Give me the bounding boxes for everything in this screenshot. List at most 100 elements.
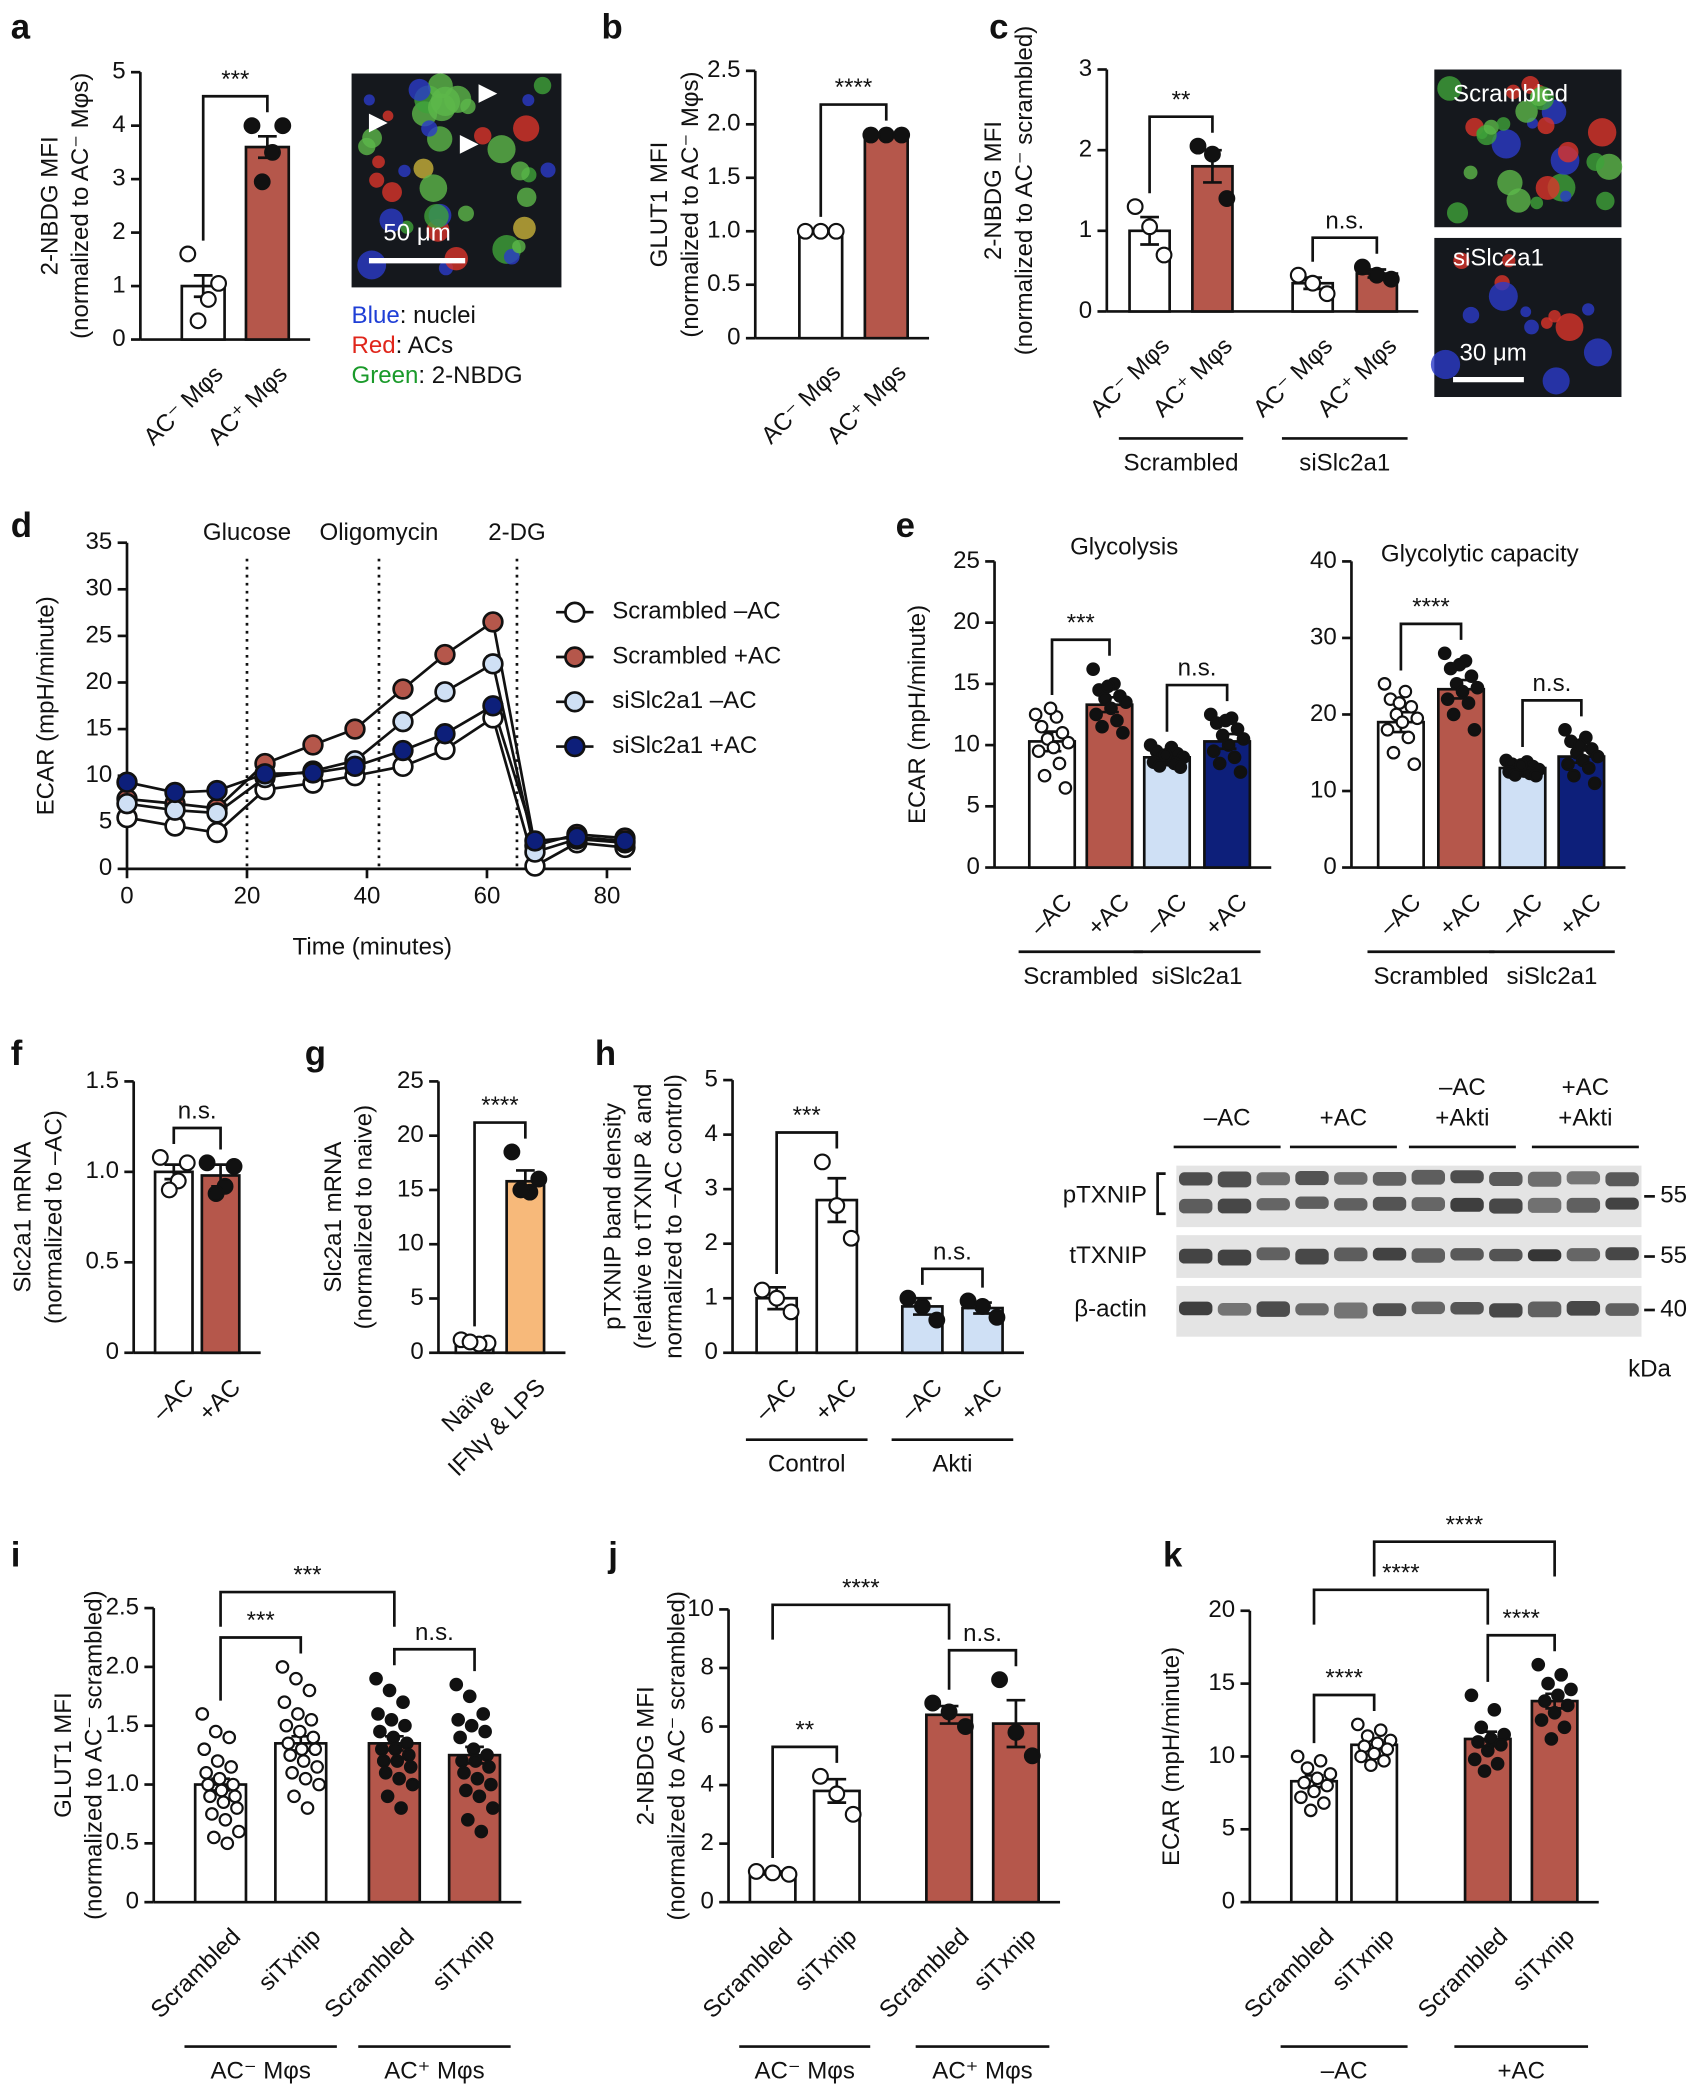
data-point — [482, 653, 504, 675]
y-tick-label: 0 — [1222, 1888, 1235, 1915]
x-tick-label: Scrambled — [146, 1923, 246, 2023]
data-point — [206, 821, 228, 844]
cell — [362, 128, 382, 148]
data-point — [959, 1292, 977, 1310]
cell — [1502, 253, 1516, 268]
data-point — [1323, 1767, 1338, 1781]
data-point — [828, 1197, 846, 1214]
blot-strip — [1176, 1285, 1642, 1337]
data-point — [1318, 285, 1336, 303]
y-tick-label: 0 — [106, 1338, 119, 1365]
y-tick-label: 1 — [1079, 216, 1092, 243]
data-point — [1464, 1688, 1479, 1703]
cell — [1491, 129, 1521, 159]
blot-band — [1566, 1171, 1601, 1185]
y-tick-label: 10 — [1310, 776, 1337, 803]
cell — [522, 94, 535, 107]
data-point — [1410, 711, 1425, 726]
x-tick-label: +AC — [1554, 889, 1607, 942]
data-point — [1290, 1749, 1305, 1764]
data-point — [1236, 732, 1251, 746]
y-axis-label: Slc2a1 mRNA — [10, 1142, 37, 1293]
significance-label: n.s. — [415, 1619, 454, 1646]
cell — [427, 73, 453, 99]
y-axis-label: normalized to –AC control) — [661, 1074, 688, 1359]
legend-word: Green — [352, 362, 419, 389]
data-point — [1126, 198, 1144, 216]
y-tick-label: 0 — [1079, 297, 1092, 324]
data-point — [304, 1713, 319, 1727]
y-tick-label: 3 — [112, 164, 125, 191]
group-label: Scrambled — [1374, 963, 1489, 990]
data-point — [1380, 1742, 1395, 1756]
panel-letter: j — [607, 1536, 618, 1574]
x-tick-label: +AC — [1434, 889, 1487, 942]
cell — [474, 127, 492, 145]
group-label: siSlc2a1 — [1299, 450, 1390, 477]
kda-label: 55 — [1660, 1182, 1687, 1209]
data-point — [455, 1754, 469, 1768]
data-point — [1567, 768, 1581, 783]
series-line — [126, 703, 626, 843]
image-legend: Green: 2-NBDG — [352, 362, 523, 389]
data-point — [380, 1789, 395, 1804]
y-tick-label: 1 — [704, 1284, 717, 1311]
data-point — [1310, 1771, 1325, 1786]
data-point — [344, 718, 366, 740]
kda-label: 40 — [1660, 1295, 1687, 1322]
data-point — [1294, 1790, 1308, 1805]
data-point — [524, 830, 546, 852]
cell — [1535, 175, 1560, 200]
data-point — [1404, 700, 1419, 714]
significance-label: n.s. — [1178, 655, 1217, 682]
data-point — [1317, 1796, 1331, 1810]
data-point — [274, 117, 292, 135]
y-axis-label: ECAR (mpH/minute) — [904, 605, 931, 824]
y-tick-label: 8 — [700, 1653, 713, 1680]
y-tick-label: 20 — [86, 668, 113, 695]
y-tick-label: 40 — [1310, 547, 1337, 574]
data-point — [116, 792, 138, 815]
cell — [513, 216, 536, 240]
blot-band — [1295, 1248, 1329, 1265]
data-point — [403, 1760, 418, 1774]
data-point — [371, 1707, 385, 1721]
blot-band — [1372, 1172, 1407, 1186]
scale-bar-label: 30 μm — [1459, 340, 1526, 367]
image-label: siSlc2a1 — [1453, 245, 1544, 272]
blot-bracket — [1156, 1172, 1166, 1216]
significance-label: **** — [1502, 1605, 1539, 1632]
panel-letter: f — [11, 1035, 23, 1073]
data-point — [294, 1742, 309, 1757]
data-point — [453, 1730, 467, 1745]
data-point — [206, 779, 228, 802]
data-point — [503, 1143, 521, 1161]
cell — [1537, 117, 1555, 135]
cell — [1520, 306, 1532, 318]
y-tick-label: 30 — [86, 575, 113, 602]
data-point — [289, 1671, 303, 1686]
group-label: AC⁺ Mφs — [932, 2058, 1032, 2085]
panel-letter: e — [896, 507, 915, 545]
significance-label: n.s. — [1325, 207, 1364, 234]
group-label: siSlc2a1 — [1507, 963, 1598, 990]
data-point — [1537, 1694, 1552, 1708]
chart-title: Glycolysis — [1070, 534, 1178, 561]
y-tick-label: 0 — [700, 1888, 713, 1915]
bar — [1203, 740, 1252, 869]
data-point — [198, 1154, 216, 1172]
data-point — [178, 1154, 196, 1172]
data-point — [1227, 750, 1242, 765]
data-point — [199, 291, 217, 308]
data-point — [287, 1789, 301, 1804]
legend-marker — [564, 735, 586, 758]
data-point — [302, 1683, 317, 1698]
data-point — [206, 802, 228, 824]
data-point — [434, 643, 456, 666]
data-point — [1480, 1743, 1495, 1758]
y-tick-label: 10 — [687, 1595, 714, 1622]
x-tick-label: siTxnip — [1327, 1923, 1400, 1996]
panel-letter: a — [11, 9, 31, 47]
arrowhead — [478, 84, 498, 103]
data-point — [1452, 657, 1467, 672]
